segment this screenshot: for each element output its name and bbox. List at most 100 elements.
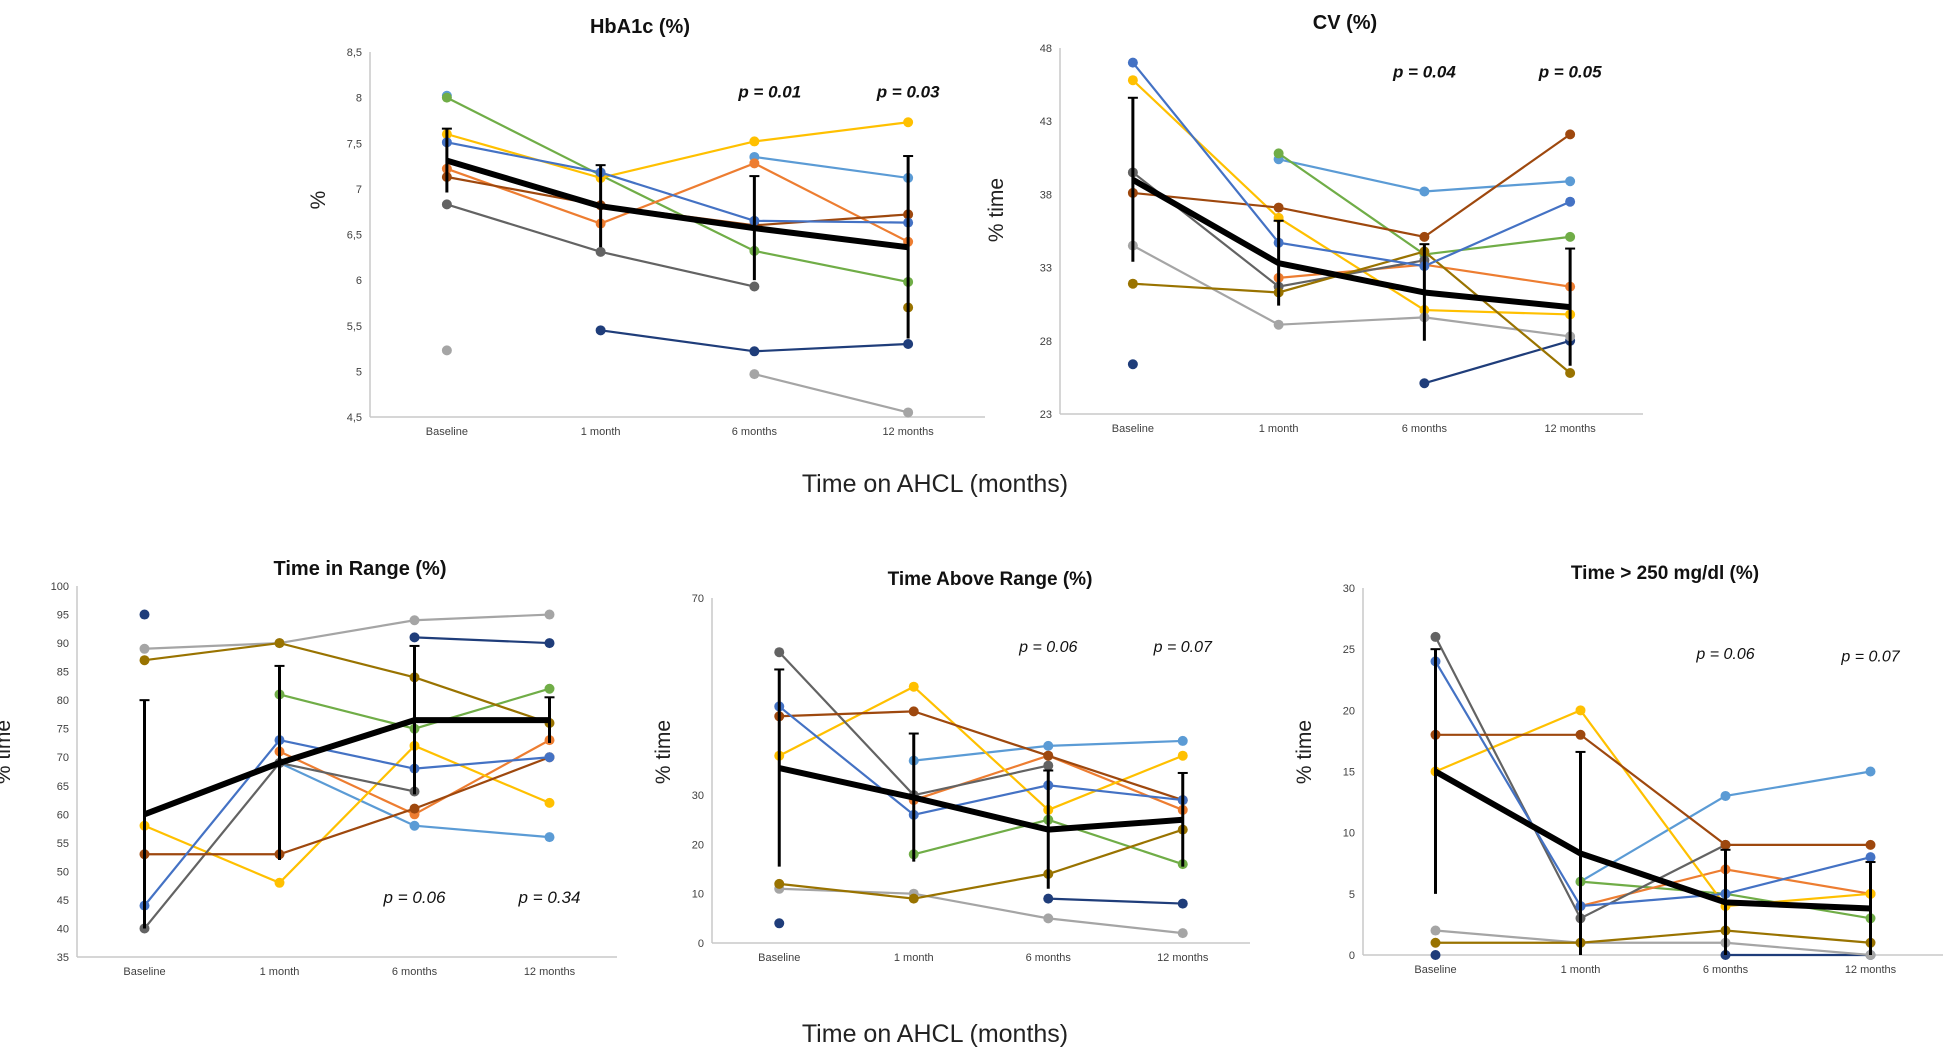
x-tick-label: 12 months (1544, 423, 1596, 435)
series-line (143, 738, 550, 907)
data-point (908, 893, 919, 904)
chart-cv: CV (%) % time 23 28 33 38 43 48 Baseline 1 month 6… (985, 12, 1643, 435)
y-tick-label: 30 (692, 790, 704, 802)
series-5 (774, 681, 1188, 815)
series-6 (774, 883, 1188, 939)
series-line (778, 685, 1184, 812)
y-tick-label: 6,5 (347, 230, 362, 242)
y-tick-label: 40 (57, 923, 69, 935)
series-9 (774, 824, 1188, 904)
y-tick-label: 35 (57, 952, 69, 964)
y-tick-label: 100 (51, 581, 69, 593)
p-value-label: p = 0.07 (1840, 648, 1900, 665)
data-point (749, 281, 760, 292)
data-point (774, 918, 785, 929)
data-point (1043, 913, 1054, 924)
series-1 (1127, 335, 1576, 389)
series-10 (1430, 656, 1876, 912)
y-tick-label: 7 (356, 184, 362, 196)
y-tick-label: 65 (57, 781, 69, 793)
data-point (1565, 368, 1576, 379)
series-6 (441, 345, 914, 418)
series-line (144, 744, 550, 885)
chart-title: Time Above Range (%) (888, 569, 1093, 590)
data-point (1419, 378, 1430, 389)
series-line (446, 162, 909, 243)
data-point (908, 681, 919, 692)
data-point (1043, 740, 1054, 751)
x-tick-label: 1 month (1259, 423, 1299, 435)
series-line (779, 710, 1184, 802)
series-line (1132, 61, 1571, 268)
data-point (774, 647, 785, 658)
data-point (139, 609, 150, 620)
data-point (1043, 893, 1054, 904)
data-point (903, 339, 914, 349)
x-tick-label: 1 month (581, 426, 621, 438)
data-point (1273, 202, 1284, 213)
chart-hba1c: HbA1c (%)% 4,5 5 5,5 6 6,5 7 7,5 8 8,5 Baseline 1 m… (307, 16, 985, 438)
bottom-time-axis-label: Time on AHCL (months) (801, 1020, 1069, 1048)
data-point (1177, 750, 1188, 761)
y-tick-label: 20 (692, 839, 704, 851)
mean-line (778, 765, 1183, 833)
series-5 (441, 117, 914, 183)
y-tick-label: 5 (356, 366, 362, 378)
data-point (1177, 898, 1188, 909)
y-tick-label: 55 (57, 838, 69, 850)
series-1 (774, 893, 1188, 929)
y-tick-label: 4,5 (347, 412, 362, 424)
chart-tar: Time Above Range (%) % time 0 10 20 30 70 Basel… (652, 569, 1250, 964)
y-tick-label: 7,5 (347, 138, 362, 150)
data-point (544, 832, 555, 843)
x-tick-label: 6 months (392, 966, 438, 978)
y-tick-label: 43 (1040, 116, 1052, 128)
data-point (139, 655, 150, 666)
series-line (144, 613, 550, 650)
y-tick-label: 10 (692, 889, 704, 901)
series-line (1435, 733, 1871, 847)
y-tick-label: 48 (1040, 43, 1052, 55)
series-9 (139, 638, 555, 728)
data-point (1430, 631, 1441, 642)
x-tick-label: 6 months (1026, 952, 1072, 964)
data-point (1273, 148, 1284, 159)
y-tick-label: 5 (1349, 889, 1355, 901)
series-2 (1575, 766, 1876, 887)
data-point (749, 136, 760, 147)
chart-title: Time > 250 mg/dl (%) (1571, 563, 1759, 584)
mean-line (143, 717, 550, 818)
data-point (544, 609, 555, 620)
x-tick-label: Baseline (1112, 423, 1154, 435)
p-value-label: p = 0.01 (737, 83, 801, 102)
y-tick-label: 25 (1343, 644, 1355, 656)
data-point (441, 92, 452, 103)
mean-series (1127, 96, 1576, 366)
series-7 (441, 199, 760, 292)
data-point (1565, 129, 1576, 140)
data-point (1419, 186, 1430, 197)
data-point (1865, 839, 1876, 850)
data-point (409, 820, 420, 831)
data-point (1565, 196, 1576, 207)
y-tick-label: 45 (57, 895, 69, 907)
chart-title: HbA1c (%) (590, 16, 690, 38)
y-tick-label: 0 (698, 938, 704, 950)
series-line (1132, 133, 1571, 239)
data-point (1430, 950, 1441, 960)
series-8 (1430, 729, 1876, 850)
y-tick-label: 38 (1040, 189, 1052, 201)
data-point (1575, 729, 1586, 740)
x-tick-label: 12 months (1845, 964, 1897, 976)
data-point (1865, 766, 1876, 777)
series-line (446, 121, 909, 180)
chart-t250: Time > 250 mg/dl (%) % time 0 5 10 15 20 25 30 Ba… (1293, 563, 1943, 976)
y-tick-label: 20 (1343, 705, 1355, 717)
y-axis-label: % (307, 191, 330, 210)
x-tick-label: 6 months (732, 426, 778, 438)
series-5 (1127, 75, 1576, 320)
y-tick-label: 10 (1343, 828, 1355, 840)
data-point (1865, 852, 1876, 863)
data-point (409, 803, 420, 814)
